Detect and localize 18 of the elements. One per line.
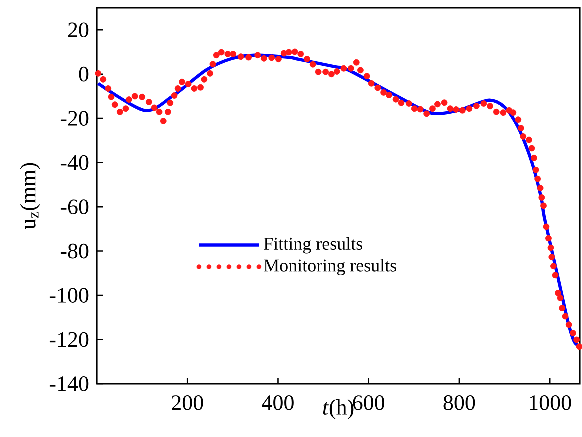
y-tick-label: 20 (68, 22, 89, 38)
y-tick-label: -100 (50, 288, 89, 303)
x-axis-title: t(h) (323, 400, 354, 420)
y-tick-label: -40 (60, 155, 89, 170)
x-tick-label: 400 (262, 396, 294, 410)
y-tick-label: -80 (60, 244, 89, 259)
y-tick-label: -60 (60, 200, 89, 214)
legend-label: Fitting results (264, 237, 362, 254)
y-tick-label: 0 (79, 66, 89, 82)
x-tick-label: 1000 (530, 396, 572, 410)
x-tick-label: 200 (172, 396, 204, 410)
legend-label: Monitoring results (264, 259, 396, 276)
y-tick-label: -20 (60, 111, 89, 126)
y-tick-label: -120 (50, 332, 89, 348)
y-tick-label: -140 (50, 376, 89, 392)
y-axis-title: u$_{z}$(mm) (20, 163, 40, 230)
x-tick-label: 800 (444, 396, 476, 410)
x-tick-label: 600 (353, 396, 385, 410)
